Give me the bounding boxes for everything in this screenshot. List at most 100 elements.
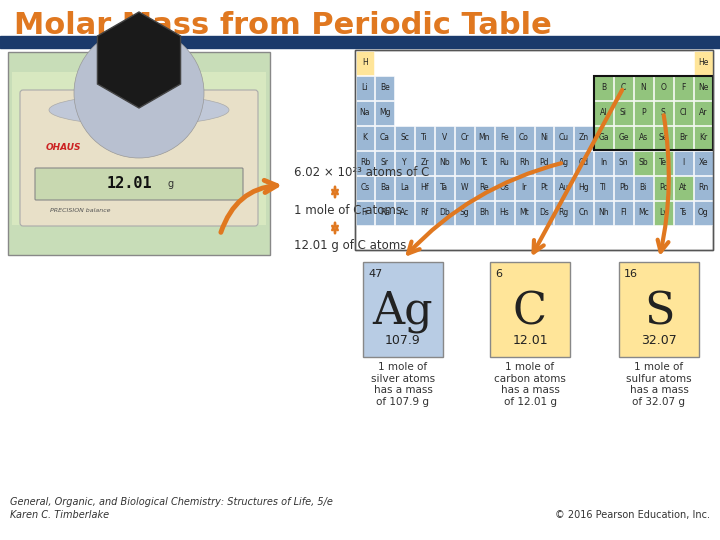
Text: Mn: Mn (479, 133, 490, 142)
Text: Pd: Pd (539, 158, 549, 167)
Bar (12, 72, 266, 225)
Bar (356, 100, 374, 125)
Bar (356, 176, 374, 199)
Bar (534, 200, 554, 225)
Text: Se: Se (659, 133, 668, 142)
Polygon shape (97, 12, 181, 108)
Bar (693, 51, 713, 75)
Text: Zr: Zr (420, 158, 429, 167)
Text: Pt: Pt (540, 183, 548, 192)
Text: Y: Y (402, 158, 407, 167)
Text: Sc: Sc (400, 133, 409, 142)
Text: N: N (641, 83, 647, 92)
Bar (554, 151, 573, 174)
Text: P: P (641, 108, 646, 117)
Text: Ar: Ar (699, 108, 707, 117)
Bar (634, 76, 653, 99)
Bar (515, 176, 534, 199)
Text: Tl: Tl (600, 183, 607, 192)
Text: H: H (362, 58, 368, 67)
Bar (474, 125, 494, 150)
FancyBboxPatch shape (490, 262, 570, 357)
Bar (495, 200, 513, 225)
Bar (674, 151, 693, 174)
Bar (693, 100, 713, 125)
Bar (534, 151, 554, 174)
Bar (614, 151, 633, 174)
Bar (515, 151, 534, 174)
Text: Nh: Nh (598, 208, 609, 217)
Bar (375, 151, 395, 174)
Bar (693, 151, 713, 174)
Text: Fr: Fr (361, 208, 369, 217)
Text: Co: Co (519, 133, 529, 142)
Text: Rg: Rg (559, 208, 569, 217)
Text: Rh: Rh (519, 158, 529, 167)
Text: In: In (600, 158, 607, 167)
Text: Ag: Ag (559, 158, 569, 167)
Text: PRECISION balance: PRECISION balance (50, 207, 110, 213)
Text: 107.9: 107.9 (385, 334, 421, 347)
Bar (554, 200, 573, 225)
Bar (654, 176, 672, 199)
Text: V: V (442, 133, 447, 142)
Bar (515, 125, 534, 150)
Text: Os: Os (499, 183, 509, 192)
Bar (474, 176, 494, 199)
Text: Mo: Mo (459, 158, 470, 167)
Text: Ir: Ir (521, 183, 527, 192)
Text: Tc: Tc (480, 158, 488, 167)
Text: Cd: Cd (579, 158, 589, 167)
Bar (575, 176, 593, 199)
Text: Sn: Sn (618, 158, 629, 167)
Bar (495, 176, 513, 199)
Text: Ga: Ga (598, 133, 609, 142)
Bar (8, 52, 270, 255)
Text: K: K (362, 133, 367, 142)
Text: 1 mole of
sulfur atoms
has a mass
of 32.07 g: 1 mole of sulfur atoms has a mass of 32.… (626, 362, 692, 407)
Text: He: He (698, 58, 708, 67)
Text: As: As (639, 133, 648, 142)
Text: Rb: Rb (360, 158, 370, 167)
Text: C: C (513, 290, 547, 333)
Text: Cn: Cn (579, 208, 589, 217)
Bar (654, 151, 672, 174)
Text: Fe: Fe (500, 133, 508, 142)
Bar (594, 125, 613, 150)
Text: Hs: Hs (499, 208, 509, 217)
Text: Al: Al (600, 108, 608, 117)
Text: Be: Be (380, 83, 390, 92)
Text: Mt: Mt (519, 208, 529, 217)
Text: Cs: Cs (360, 183, 369, 192)
Bar (674, 125, 693, 150)
Text: Ti: Ti (421, 133, 428, 142)
Bar (614, 200, 633, 225)
Text: S: S (644, 290, 674, 333)
Bar (395, 125, 414, 150)
Bar (575, 200, 593, 225)
Text: C: C (621, 83, 626, 92)
Text: Ba: Ba (380, 183, 390, 192)
Text: Cl: Cl (680, 108, 687, 117)
Bar (693, 76, 713, 99)
Bar (674, 100, 693, 125)
Bar (356, 51, 374, 75)
Text: F: F (681, 83, 685, 92)
Circle shape (74, 28, 204, 158)
FancyBboxPatch shape (35, 168, 243, 200)
Text: Pb: Pb (618, 183, 629, 192)
Text: Br: Br (679, 133, 688, 142)
Text: Ds: Ds (539, 208, 549, 217)
Text: 32.07: 32.07 (641, 334, 677, 347)
Bar (495, 125, 513, 150)
Bar (634, 125, 653, 150)
Bar (654, 100, 672, 125)
Text: © 2016 Pearson Education, Inc.: © 2016 Pearson Education, Inc. (555, 510, 710, 520)
Text: Na: Na (360, 108, 370, 117)
Bar (654, 200, 672, 225)
Text: Rn: Rn (698, 183, 708, 192)
Bar (375, 100, 395, 125)
Bar (634, 100, 653, 125)
Text: Db: Db (439, 208, 450, 217)
Bar (474, 151, 494, 174)
